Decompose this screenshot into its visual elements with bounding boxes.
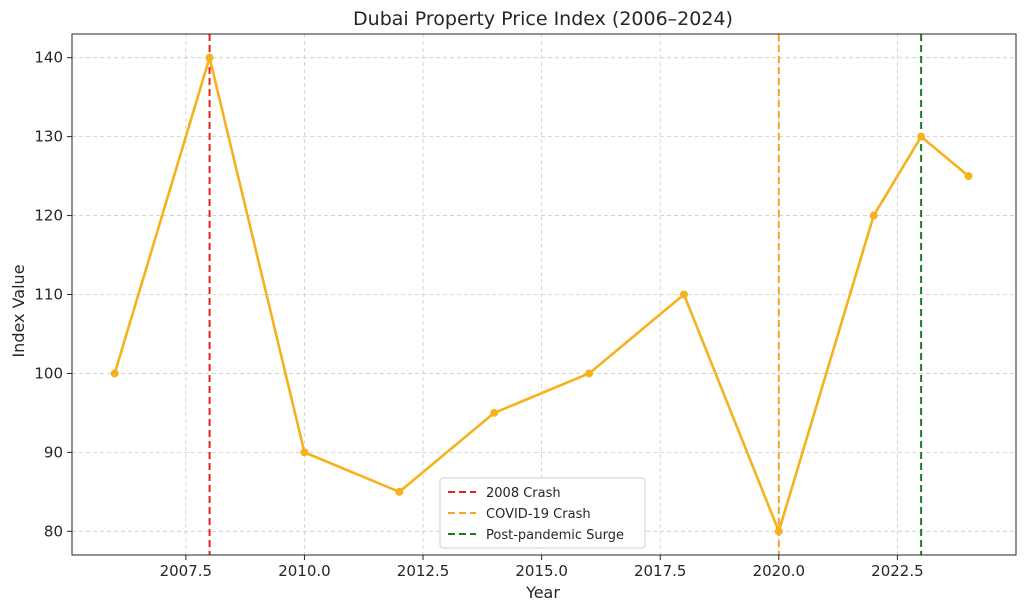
x-tick-label: 2020.0 [753,562,806,580]
data-point [964,172,973,181]
y-axis-ticks: 80 90 100 110 120 130 140 [34,49,72,540]
data-point [869,211,878,220]
data-point [300,448,309,457]
data-point [917,132,926,141]
legend: 2008 Crash COVID-19 Crash Post-pandemic Su… [439,477,646,549]
x-tick-label: 2022.5 [871,562,924,580]
data-point [205,53,214,62]
y-tick-label: 130 [34,128,63,146]
legend-label: 2008 Crash [486,486,561,501]
data-point [679,290,688,299]
x-axis-ticks: 2007.5 2010.0 2012.5 2015.0 2017.5 2020.0 2022… [160,555,924,580]
grid [72,34,1016,555]
x-tick-label: 2010.0 [278,562,331,580]
y-tick-label: 120 [34,207,63,225]
y-axis-title: Index Value [9,264,28,357]
x-tick-label: 2012.5 [397,562,450,580]
legend-label: COVID-19 Crash [486,507,591,522]
y-tick-label: 100 [34,364,63,382]
y-tick-label: 90 [44,443,63,461]
legend-label: Post-pandemic Surge [486,528,624,543]
chart-title: Dubai Property Price Index (2006–2024) [353,8,733,30]
x-tick-label: 2015.0 [515,562,568,580]
y-tick-label: 80 [44,522,63,540]
data-point [110,369,119,378]
data-point [395,487,404,496]
data-point [774,527,783,536]
x-axis-title: Year [525,583,560,602]
x-tick-label: 2017.5 [634,562,687,580]
x-tick-label: 2007.5 [160,562,213,580]
y-tick-label: 140 [34,49,63,67]
data-point [490,408,499,417]
y-tick-label: 110 [34,286,63,304]
series [110,53,973,536]
legend-box [439,477,646,549]
data-point [585,369,594,378]
event-markers [208,34,923,555]
